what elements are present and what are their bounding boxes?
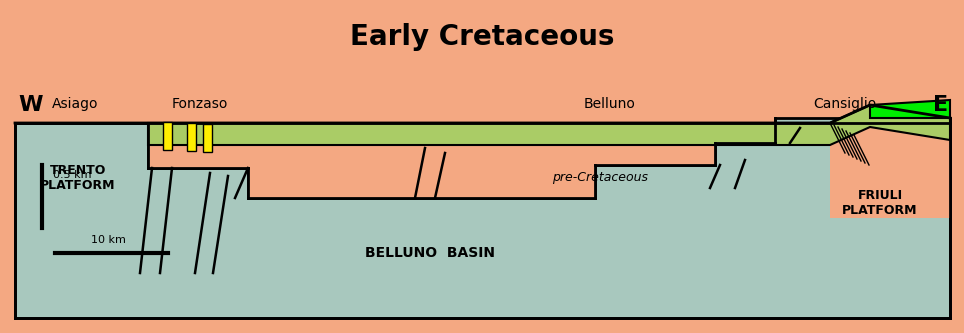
Text: Early Cretaceous: Early Cretaceous bbox=[350, 23, 614, 51]
Polygon shape bbox=[830, 105, 950, 218]
Text: Cansiglio: Cansiglio bbox=[814, 97, 876, 111]
Polygon shape bbox=[595, 123, 715, 165]
Text: 0.5 km: 0.5 km bbox=[53, 170, 92, 180]
Text: 10 km: 10 km bbox=[91, 235, 125, 245]
Text: TRENTO
PLATFORM: TRENTO PLATFORM bbox=[40, 164, 116, 192]
Text: Fonzaso: Fonzaso bbox=[172, 97, 228, 111]
Text: BELLUNO  BASIN: BELLUNO BASIN bbox=[365, 246, 495, 260]
Text: Belluno: Belluno bbox=[584, 97, 636, 111]
Text: pre-Cretaceous: pre-Cretaceous bbox=[552, 171, 648, 184]
Polygon shape bbox=[248, 123, 595, 198]
Polygon shape bbox=[148, 123, 248, 168]
Polygon shape bbox=[148, 105, 950, 145]
Bar bbox=[203, 124, 212, 152]
Text: W: W bbox=[18, 95, 42, 115]
Text: FRIULI
PLATFORM: FRIULI PLATFORM bbox=[843, 189, 918, 217]
Text: E: E bbox=[933, 95, 948, 115]
Text: Asiago: Asiago bbox=[52, 97, 98, 111]
Polygon shape bbox=[870, 100, 950, 118]
Bar bbox=[187, 123, 196, 151]
Polygon shape bbox=[15, 118, 950, 318]
Polygon shape bbox=[715, 123, 775, 143]
Bar bbox=[163, 122, 172, 150]
